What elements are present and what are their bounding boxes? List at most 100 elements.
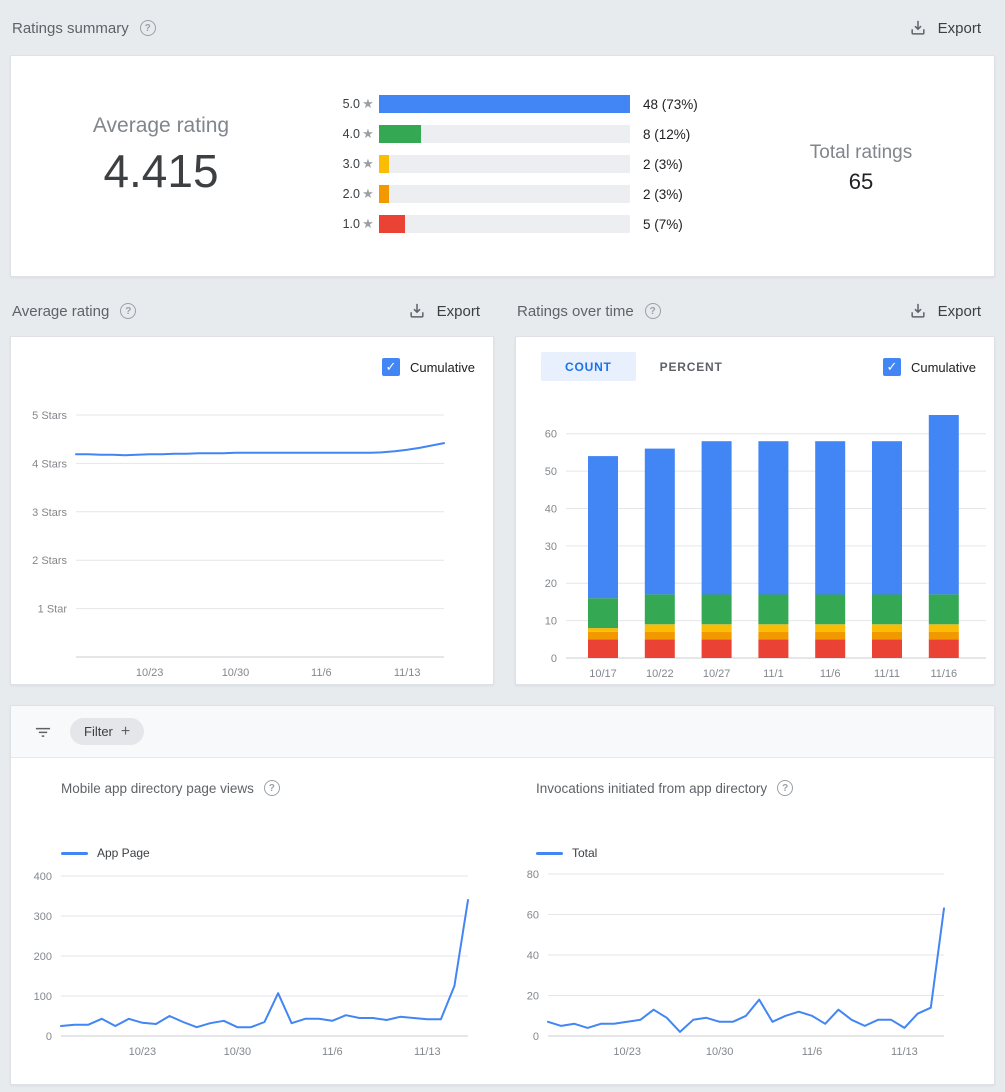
rating-bar-fill [379, 215, 406, 233]
svg-text:11/6: 11/6 [322, 1046, 343, 1058]
checkbox-checked-icon: ✓ [381, 358, 400, 376]
help-icon[interactable]: ? [777, 780, 794, 796]
cumulative-label: Cumulative [409, 359, 475, 375]
export-label: Export [937, 302, 981, 320]
svg-text:10/27: 10/27 [703, 668, 731, 680]
checkbox-checked-icon: ✓ [882, 358, 901, 376]
tab-percent[interactable]: PERCENT [659, 359, 723, 374]
legend-label: App Page [97, 846, 150, 860]
rating-row-value: 5 (7%) [643, 216, 683, 232]
svg-text:11/13: 11/13 [414, 1046, 441, 1058]
svg-text:11/16: 11/16 [930, 668, 957, 680]
count-percent-tabs: COUNT PERCENT [541, 352, 747, 381]
svg-text:0: 0 [46, 1031, 52, 1043]
svg-text:300: 300 [34, 911, 52, 923]
plus-icon: + [120, 722, 131, 740]
page-views-legend: App Page [61, 846, 150, 860]
legend-line-swatch [61, 851, 88, 855]
page-views-title-row: Mobile app directory page views ? [61, 780, 280, 796]
svg-text:10/23: 10/23 [613, 1046, 641, 1058]
svg-text:10/23: 10/23 [136, 667, 164, 679]
filter-bar: Filter + [11, 706, 994, 758]
directory-analytics-card: Filter + Mobile app directory page views… [10, 705, 995, 1085]
help-icon[interactable]: ? [644, 303, 661, 319]
svg-text:0: 0 [533, 1031, 539, 1043]
star-icon: ★ [362, 156, 374, 171]
export-button[interactable]: Export [407, 301, 480, 321]
rating-row-label: 4.0 [342, 127, 360, 141]
svg-text:10/17: 10/17 [589, 668, 617, 680]
total-ratings-label: Total ratings [809, 142, 913, 163]
svg-text:30: 30 [545, 541, 557, 553]
svg-text:11/13: 11/13 [394, 667, 421, 679]
ratings-over-time-header: Ratings over time ? Export [515, 293, 995, 329]
svg-text:10/23: 10/23 [129, 1046, 157, 1058]
rating-row-value: 8 (12%) [643, 126, 691, 142]
svg-text:40: 40 [545, 503, 557, 515]
ratings-over-time-title: Ratings over time [517, 302, 634, 320]
svg-text:11/13: 11/13 [891, 1046, 918, 1058]
svg-text:2 Stars: 2 Stars [32, 555, 67, 567]
svg-text:10/30: 10/30 [706, 1046, 734, 1058]
export-button[interactable]: Export [908, 301, 981, 321]
svg-text:10/22: 10/22 [646, 668, 674, 680]
rating-row-label: 5.0 [342, 97, 360, 111]
svg-text:11/6: 11/6 [820, 668, 841, 680]
star-icon: ★ [362, 96, 374, 111]
svg-text:20: 20 [527, 991, 539, 1003]
download-icon [410, 303, 424, 318]
export-label: Export [937, 19, 981, 37]
svg-text:0: 0 [551, 653, 557, 665]
help-icon[interactable]: ? [120, 303, 137, 319]
help-icon[interactable]: ? [139, 20, 156, 36]
svg-text:60: 60 [527, 910, 539, 922]
svg-text:10/30: 10/30 [224, 1046, 252, 1058]
rating-bar-track [379, 185, 630, 203]
cumulative-checkbox[interactable]: ✓ Cumulative [381, 358, 475, 376]
rating-bar-track [379, 155, 630, 173]
svg-text:11/11: 11/11 [874, 668, 900, 680]
export-button[interactable]: Export [908, 18, 981, 38]
cumulative-label: Cumulative [910, 359, 976, 375]
svg-text:80: 80 [527, 869, 539, 881]
average-rating-label: Average rating [92, 114, 230, 137]
ratings-over-time-card: 0 10 20 30 40 50 60 10/17 10/22 10/27 11/1 11/6 11/1… [515, 336, 995, 685]
total-ratings-block: Total ratings 65 [759, 142, 963, 195]
rating-distribution-row: 4.0 ★ 8 (12%) [333, 125, 698, 143]
rating-bar-fill [379, 185, 390, 203]
page-views-title: Mobile app directory page views [61, 780, 254, 796]
download-icon [911, 20, 925, 35]
ratings-summary-card: Average rating 4.415 5.0 ★ 48 (73%) 4.0 ★ 8 (… [10, 55, 995, 277]
star-icon: ★ [362, 186, 374, 201]
invocations-title: Invocations initiated from app directory [536, 780, 768, 796]
svg-text:200: 200 [34, 951, 52, 963]
svg-text:11/6: 11/6 [311, 667, 332, 679]
svg-text:10: 10 [545, 616, 557, 628]
svg-text:50: 50 [545, 466, 557, 478]
help-icon[interactable]: ? [263, 780, 280, 796]
rating-row-value: 48 (73%) [643, 96, 698, 112]
invocations-title-row: Invocations initiated from app directory… [536, 780, 794, 796]
svg-text:5 Stars: 5 Stars [32, 410, 67, 422]
svg-text:11/6: 11/6 [802, 1046, 823, 1058]
filter-chip[interactable]: Filter + [70, 718, 145, 745]
average-rating-card: 5 Stars 4 Stars 3 Stars 2 Stars 1 Star 10/23 1… [10, 336, 494, 685]
rating-bar-track [379, 215, 630, 233]
filter-list-icon[interactable] [31, 720, 55, 744]
ratings-over-time-chart: 0 10 20 30 40 50 60 10/17 10/22 10/27 11/1 11/6 11/1… [545, 415, 986, 680]
svg-text:20: 20 [545, 578, 557, 590]
average-rating-block: Average rating 4.415 [49, 114, 273, 198]
rating-bar-track [379, 95, 630, 113]
total-ratings-value: 65 [848, 169, 874, 194]
cumulative-checkbox[interactable]: ✓ Cumulative [882, 358, 976, 376]
rating-distribution-row: 2.0 ★ 2 (3%) [333, 185, 698, 203]
rating-distribution-row: 5.0 ★ 48 (73%) [333, 95, 698, 113]
svg-text:40: 40 [527, 950, 539, 962]
invocations-legend: Total [536, 846, 597, 860]
rating-row-label: 1.0 [342, 217, 360, 231]
filter-chip-label: Filter [84, 724, 113, 739]
svg-text:10/30: 10/30 [222, 667, 250, 679]
tab-count[interactable]: COUNT [541, 352, 636, 381]
svg-text:4 Stars: 4 Stars [32, 458, 67, 470]
